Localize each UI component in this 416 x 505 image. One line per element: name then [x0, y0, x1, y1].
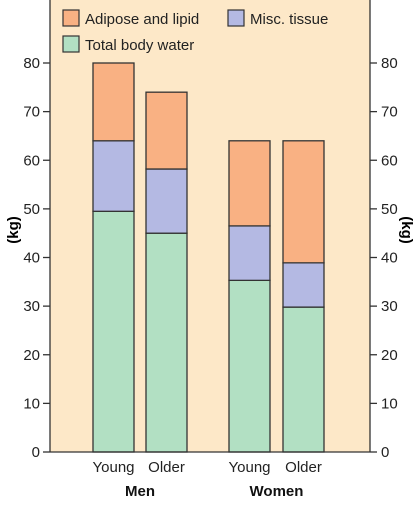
bar-segment-misc-tissue-1: [145, 168, 188, 234]
bar-segment-misc-tissue-3: [282, 262, 325, 308]
bar-segment-misc-tissue-0: [92, 140, 135, 212]
y-tick-label-right: 20: [381, 347, 398, 364]
bar-segment-total-body-water-1: [145, 232, 188, 453]
labels-layer: Young Older Young Older Men Women: [93, 459, 322, 500]
y-tick-label-left: 70: [23, 104, 40, 121]
y-tick-label-left: 50: [23, 201, 40, 218]
y-tick-label-left: 10: [23, 395, 40, 412]
bar-segment-total-body-water-0: [92, 210, 135, 453]
y-tick-label-left: 40: [23, 250, 40, 267]
y-tick-label-right: 60: [381, 152, 398, 169]
y-tick-label-right: 30: [381, 298, 398, 315]
x-tick-label-1: Older: [148, 459, 185, 476]
y-tick-label-right: 80: [381, 55, 398, 72]
legend: Adipose and lipid Misc. tissue Total body …: [62, 9, 328, 54]
x-tick-label-3: Older: [285, 459, 322, 476]
axes-layer: 0 0 10 10 20 20 30 30 40 40 50 50 60 60 70 70 80 80: [23, 0, 398, 461]
bar-segment-misc-tissue-2: [228, 225, 271, 282]
y-tick-label-left: 80: [23, 55, 40, 72]
legend-swatch-0: [62, 9, 80, 27]
y-tick-label-left: 30: [23, 298, 40, 315]
y-tick-label-right: 70: [381, 104, 398, 121]
bars-layer: [92, 62, 325, 453]
bar-segment-adipose-and-lipid-3: [282, 140, 325, 264]
legend-label-2: Total body water: [85, 37, 194, 54]
legend-label-1: Misc. tissue: [250, 11, 328, 28]
bar-segment-adipose-and-lipid-0: [92, 62, 135, 142]
x-tick-label-2: Young: [229, 459, 271, 476]
y-tick-label-right: 40: [381, 250, 398, 267]
y-axis-label-left: (kg): [5, 216, 22, 244]
y-tick-label-left: 60: [23, 152, 40, 169]
legend-swatch-1: [227, 9, 245, 27]
bar-segment-adipose-and-lipid-1: [145, 91, 188, 170]
legend-label-0: Adipose and lipid: [85, 11, 199, 28]
y-tick-label-right: 0: [381, 444, 389, 461]
group-label-women: Women: [250, 483, 304, 500]
y-axis-label-right: (kg): [398, 216, 415, 244]
y-tick-label-left: 0: [32, 444, 40, 461]
group-label-men: Men: [125, 483, 155, 500]
y-tick-label-right: 50: [381, 201, 398, 218]
bar-segment-adipose-and-lipid-2: [228, 140, 271, 227]
y-tick-label-right: 10: [381, 395, 398, 412]
y-tick-label-left: 20: [23, 347, 40, 364]
bar-segment-total-body-water-2: [228, 279, 271, 453]
bar-segment-total-body-water-3: [282, 306, 325, 453]
legend-swatch-2: [62, 35, 80, 53]
x-tick-label-0: Young: [93, 459, 135, 476]
